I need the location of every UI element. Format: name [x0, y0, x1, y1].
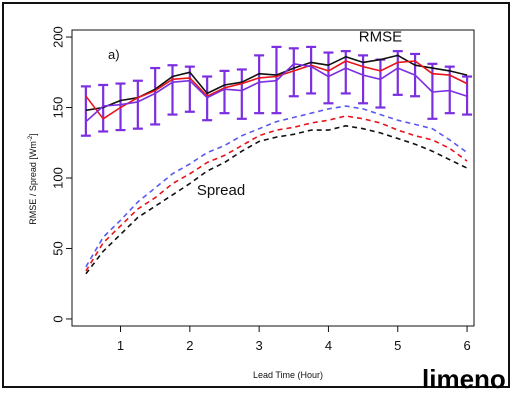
error-bar — [340, 50, 351, 95]
error-bar — [375, 58, 386, 109]
error-bar — [167, 64, 178, 116]
x-tick-label: 5 — [394, 338, 401, 353]
error-bar — [132, 79, 143, 130]
x-tick-label: 4 — [325, 338, 332, 353]
y-axis: 0 50 100 150 200 — [51, 26, 72, 323]
error-bar — [288, 47, 299, 98]
error-bar — [323, 51, 334, 105]
x-tick-label: 2 — [186, 338, 193, 353]
y-axis-label: RMSE / Spread [Wm-2] — [28, 133, 38, 224]
error-bar — [219, 69, 230, 115]
rmse-series-line-2 — [85, 60, 468, 120]
error-bar — [392, 50, 403, 96]
y-tick-label: 150 — [51, 97, 66, 119]
error-bar — [80, 85, 91, 137]
x-axis-label: Lead Time (Hour) — [253, 370, 323, 380]
spread-series-line-5 — [85, 115, 468, 272]
panel-label: a) — [108, 47, 120, 62]
x-tick-label: 6 — [463, 338, 470, 353]
error-bar — [306, 45, 317, 95]
y-tick-label: 100 — [51, 167, 66, 189]
x-axis: 1 2 3 4 5 6 — [117, 326, 471, 353]
spread-series-line-4 — [85, 105, 468, 268]
annotations: RMSE Spread — [197, 28, 402, 199]
error-bar — [254, 54, 265, 115]
y-axis-label-end: ] — [28, 133, 38, 136]
x-tick-label: 3 — [256, 338, 263, 353]
spread-series-line-6 — [85, 125, 468, 275]
rmse-series-line-3 — [85, 62, 468, 123]
error-bar — [358, 54, 369, 105]
y-tick-label: 200 — [51, 26, 66, 48]
y-tick-label: 50 — [51, 241, 66, 255]
error-bar — [184, 65, 195, 113]
annotation-spread: Spread — [197, 182, 245, 199]
rmse-series-line-1 — [85, 54, 468, 112]
error-bar — [236, 68, 247, 120]
y-tick-label: 0 — [51, 315, 66, 322]
annotation-rmse: RMSE — [359, 28, 402, 45]
cropped-caption-text: limeno — [422, 364, 506, 394]
y-axis-label-main: RMSE / Spread [Wm — [28, 141, 38, 225]
x-tick-label: 1 — [117, 338, 124, 353]
series-lines — [85, 54, 468, 275]
error-bar — [150, 66, 161, 126]
y-axis-label-sup: -2 — [28, 135, 34, 141]
